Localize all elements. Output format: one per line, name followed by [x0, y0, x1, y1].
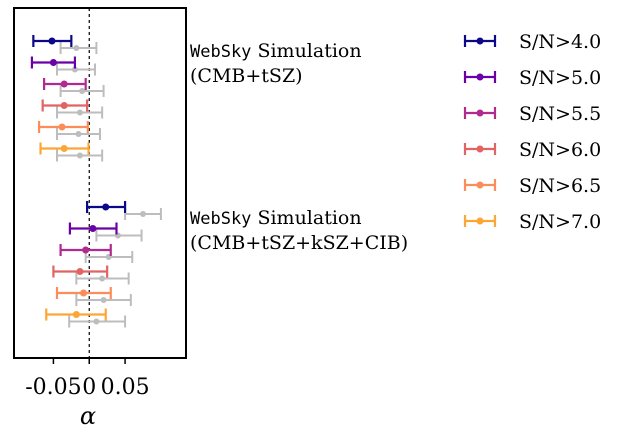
legend-label: S/N>5.5: [519, 103, 601, 125]
comparison-point-2-sn40: [124, 208, 162, 220]
annotation-bottom-mono: WebSky: [190, 209, 251, 229]
legend-item: S/N>6.5: [463, 175, 601, 197]
comparison-point-1-sn70: [56, 149, 104, 162]
data-point-2-sn70: [45, 308, 107, 321]
x-tick-label: -0.05: [25, 375, 81, 400]
comparison-point-2-sn65: [75, 294, 132, 306]
x-tick-label: 0: [82, 375, 96, 400]
annotation-bottom-rest: Simulation: [251, 207, 361, 229]
legend-label: S/N>4.0: [519, 31, 601, 53]
comparison-point-1-sn55: [59, 85, 105, 97]
data-point-2-sn40: [85, 201, 127, 213]
annotation-top-mono: WebSky: [190, 42, 251, 62]
data-point-1-sn70: [39, 142, 90, 155]
legend-label: S/N>6.0: [519, 139, 601, 161]
comparison-point-2-sn60: [75, 272, 130, 285]
data-point-1-sn55: [42, 78, 87, 90]
comparison-point-1-sn40: [59, 42, 98, 54]
legend-item: S/N>7.0: [463, 211, 601, 233]
legend-item: S/N>4.0: [463, 31, 601, 53]
data-point-1-sn60: [41, 99, 89, 112]
legend-item: S/N>5.0: [463, 67, 601, 89]
legend-item: S/N>5.5: [463, 103, 601, 125]
annotation-top: WebSky Simulation (CMB+tSZ): [190, 40, 362, 87]
annotation-top-line2: (CMB+tSZ): [190, 65, 303, 87]
comparison-point-1-sn60: [56, 106, 104, 119]
comparison-point-1-sn50: [56, 63, 96, 76]
legend-label: S/N>6.5: [519, 175, 601, 197]
comparison-point-2-sn50: [95, 229, 143, 242]
data-point-1-sn65: [37, 121, 89, 133]
svg-text:WebSky Simulation: WebSky Simulation: [190, 40, 362, 62]
data-point-2-sn65: [55, 287, 112, 299]
data-point-2-sn50: [68, 222, 118, 235]
legend: S/N>4.0 S/N>5.0 S/N>5.5 S/N>6.0 S/N>6.5 S/N>7…: [463, 31, 601, 233]
legend-item: S/N>6.0: [463, 139, 601, 161]
comparison-point-2-sn55: [84, 251, 134, 263]
plot-frame: [13, 7, 187, 359]
data-point-1-sn40: [32, 35, 73, 47]
comparison-point-2-sn70: [68, 315, 127, 328]
data-point-1-sn50: [30, 56, 77, 69]
data-point-2-sn60: [52, 265, 109, 278]
legend-label: S/N>5.0: [519, 67, 601, 89]
svg-text:WebSky Simulation: WebSky Simulation: [190, 207, 362, 229]
comparison-point-1-sn65: [56, 128, 101, 140]
legend-label: S/N>7.0: [519, 211, 601, 233]
x-axis-label: α: [80, 402, 96, 430]
annotation-bottom: WebSky Simulation (CMB+tSZ+kSZ+CIB): [190, 207, 408, 254]
annotation-top-rest: Simulation: [251, 40, 361, 62]
annotation-bottom-line2: (CMB+tSZ+kSZ+CIB): [190, 232, 408, 254]
data-point-2-sn55: [59, 244, 112, 256]
x-tick-label: 0.05: [101, 375, 150, 400]
